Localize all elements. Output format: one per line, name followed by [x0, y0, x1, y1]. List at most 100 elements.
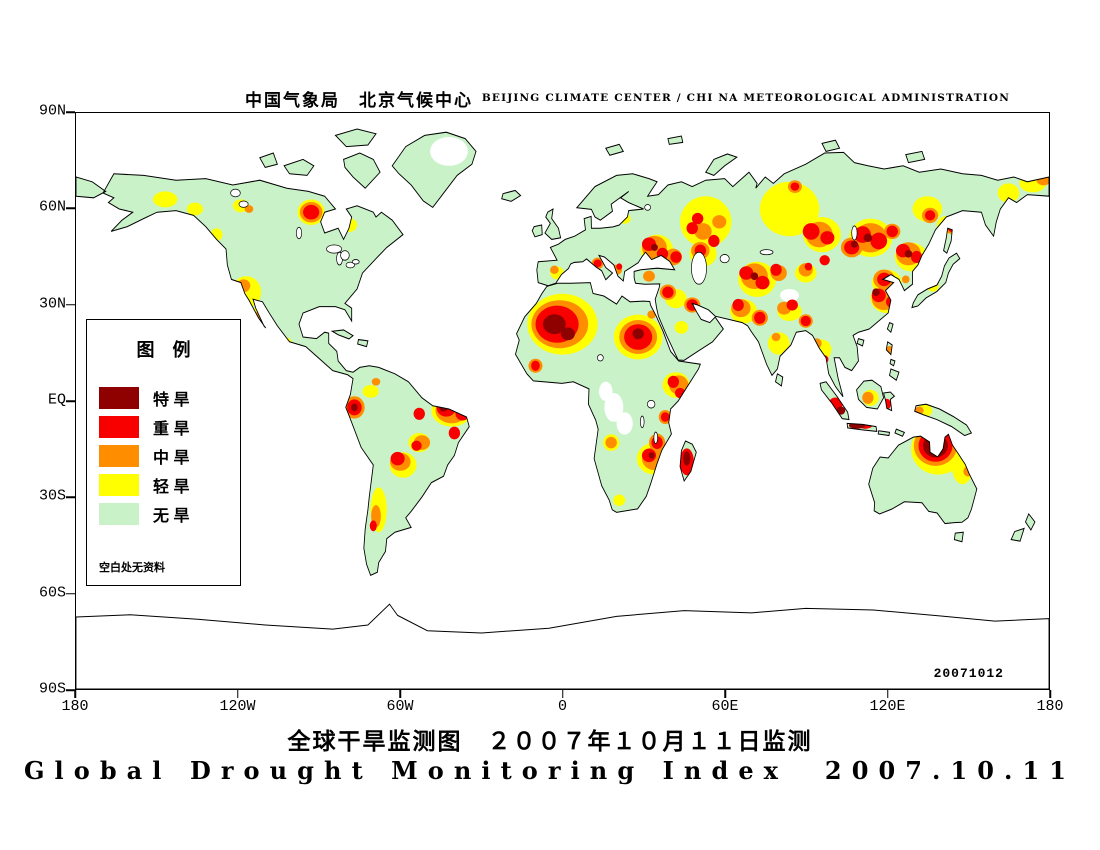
drought-spot-E	[750, 272, 759, 281]
drought-spot-N	[616, 412, 633, 435]
drought-spot-L	[362, 385, 379, 398]
map-legend: 图 例 特 旱重 旱中 旱轻 旱无 旱 空白处无资料	[86, 319, 241, 586]
drought-spot-L	[618, 213, 631, 224]
lon-axis-label: 180	[1036, 698, 1064, 715]
legend-item: 无 旱	[99, 502, 240, 526]
drought-spot-S	[732, 298, 744, 312]
drought-spot-S	[819, 255, 830, 266]
drought-spot-E	[872, 288, 880, 297]
footer-title-cn: 全球干旱监测图 ２００７年１０月１１日监测	[287, 728, 813, 754]
drought-spot-S	[870, 232, 888, 250]
drought-spot-S	[228, 281, 238, 290]
drought-spot-M	[550, 265, 559, 274]
drought-spot-S	[660, 412, 670, 422]
drought-spot-L	[276, 337, 293, 350]
drought-spot-L	[926, 280, 939, 292]
lake-erie	[345, 261, 355, 269]
legend-swatch	[99, 445, 139, 467]
drought-spot-E	[836, 406, 846, 415]
lat-axis-label: 60N	[38, 198, 66, 216]
drought-spot-L	[680, 196, 732, 248]
drought-spot-M	[694, 223, 712, 240]
lat-axis-label: 90N	[38, 102, 66, 120]
axis-tick	[66, 592, 75, 595]
drought-spot-E	[683, 451, 691, 466]
antarctica	[76, 603, 1049, 689]
lake-ladoga	[644, 204, 651, 211]
drought-spot-S	[691, 212, 704, 225]
drought-spot-S	[667, 375, 679, 388]
drought-spot-L	[997, 183, 1020, 203]
drought-spot-S	[531, 360, 540, 371]
axis-tick	[74, 690, 76, 698]
drought-spot-M	[712, 215, 727, 229]
drought-spot-L	[153, 191, 178, 208]
drought-spot-L	[812, 339, 832, 361]
great-bear-lake	[230, 188, 241, 198]
drought-spot-L	[186, 202, 204, 216]
legend-item: 重 旱	[99, 415, 240, 439]
drought-spot-E	[543, 314, 566, 335]
lat-axis-label: 90S	[38, 680, 66, 698]
legend-swatch	[99, 387, 139, 409]
drought-spot-S	[820, 231, 835, 245]
drought-spot-N	[430, 137, 468, 166]
drought-spot-M	[771, 332, 781, 342]
lake-chad	[597, 354, 604, 362]
axis-tick	[399, 690, 401, 698]
lake-tanganyika	[640, 415, 645, 428]
drought-spot-S	[369, 520, 377, 532]
drought-spot-S	[786, 299, 798, 311]
axis-tick	[236, 690, 239, 698]
drought-spot-S	[303, 204, 320, 220]
lon-axis-label: 120E	[869, 698, 906, 715]
axis-tick	[724, 690, 726, 698]
drought-spot-E	[560, 327, 575, 341]
drought-spot-M	[901, 275, 910, 284]
drought-spot-S	[656, 247, 669, 260]
drought-spot-S	[770, 263, 782, 276]
drought-spot-M	[862, 391, 874, 404]
caspian-sea	[691, 251, 707, 285]
axis-tick	[886, 690, 889, 698]
drought-spot-S	[616, 263, 623, 270]
drought-spot-S	[662, 286, 674, 298]
legend-items: 特 旱重 旱中 旱轻 旱无 旱	[87, 386, 240, 526]
lat-axis-label: 30S	[38, 487, 66, 505]
lake-balkhash	[759, 249, 774, 256]
drought-spot-M	[605, 436, 617, 449]
drought-spot-S	[886, 225, 898, 238]
legend-label: 特 旱	[153, 392, 190, 409]
aral-sea	[719, 254, 730, 264]
drought-spot-L	[759, 181, 820, 237]
legend-label: 轻 旱	[153, 479, 190, 496]
legend-swatch	[99, 416, 139, 438]
lake-superior	[326, 244, 343, 254]
lon-axis-label: 0	[557, 698, 568, 715]
drought-spot-L	[674, 321, 689, 334]
drought-spot-S	[739, 266, 754, 280]
legend-item: 中 旱	[99, 444, 240, 468]
drought-spot-S	[802, 223, 820, 240]
drought-spot-M	[895, 301, 911, 316]
lon-axis-label: 120W	[219, 698, 256, 715]
world-map-plot: 20071012 图 例 特 旱重 旱中 旱轻 旱无 旱 空白处无资料	[75, 112, 1050, 690]
drought-spot-L	[613, 494, 626, 506]
drought-spot-S	[804, 262, 813, 271]
header-title-cn: 中国气象局 北京气候中心	[245, 91, 473, 110]
lat-axis-label: 60S	[38, 584, 66, 602]
legend-swatch	[99, 474, 139, 496]
drought-spot-S	[800, 315, 811, 327]
drought-spot-S	[686, 222, 698, 235]
drought-spot-S	[886, 295, 899, 308]
legend-label: 无 旱	[153, 508, 190, 525]
axis-tick	[66, 303, 75, 306]
drought-spot-S	[411, 440, 422, 451]
lake-malawi	[653, 431, 658, 444]
drought-spot-E	[863, 233, 873, 242]
axis-tick	[66, 111, 75, 113]
great-slave-lake	[238, 200, 249, 208]
drought-spot-S	[754, 311, 766, 324]
drought-spot-S	[755, 275, 770, 290]
legend-title: 图 例	[136, 340, 191, 360]
